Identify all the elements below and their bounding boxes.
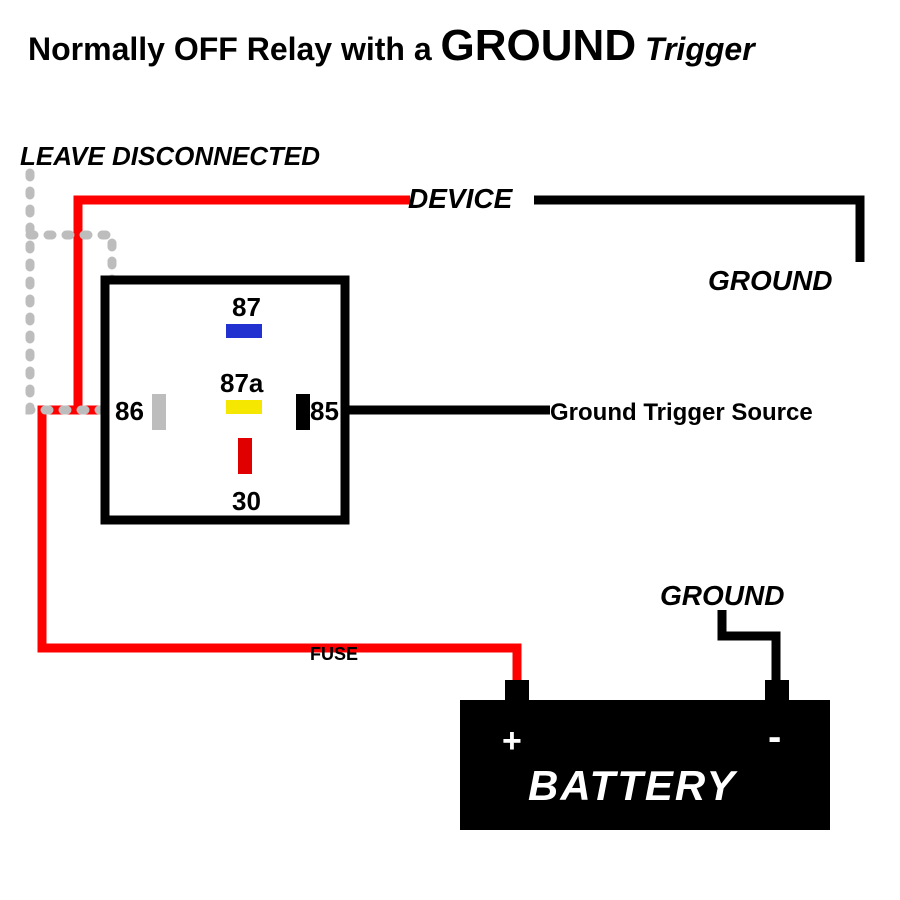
battery-post-positive <box>505 680 529 702</box>
label-pin-87a: 87a <box>220 368 264 398</box>
battery-label: BATTERY <box>528 762 738 809</box>
label-device: DEVICE <box>408 183 514 214</box>
relay-pin-86 <box>152 394 166 430</box>
relay-pin-85 <box>296 394 310 430</box>
battery-plus: + <box>502 722 522 760</box>
label-pin-86: 86 <box>115 396 144 426</box>
battery-minus: - <box>768 715 781 759</box>
relay-pin-30 <box>238 438 252 474</box>
label-trigger: Ground Trigger Source <box>550 399 813 426</box>
label-pin-87: 87 <box>232 292 261 322</box>
label-pin-85: 85 <box>310 396 339 426</box>
label-fuse: FUSE <box>310 644 358 664</box>
battery-post-negative <box>765 680 789 702</box>
label-pin-30: 30 <box>232 486 261 516</box>
label-leave-disconnected: LEAVE DISCONNECTED <box>20 141 320 171</box>
relay-pin-87a <box>226 400 262 414</box>
relay-pin-87 <box>226 324 262 338</box>
label-device-ground: GROUND <box>708 265 832 296</box>
label-batt-ground: GROUND <box>660 580 784 611</box>
